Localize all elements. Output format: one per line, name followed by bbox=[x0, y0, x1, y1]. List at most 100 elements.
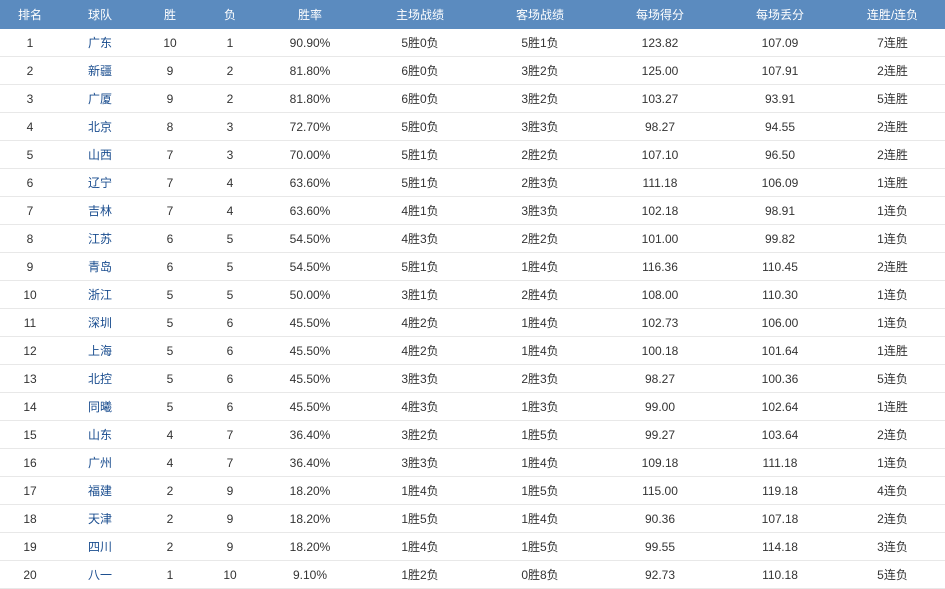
cell-win: 8 bbox=[140, 113, 200, 141]
cell-papg: 107.18 bbox=[720, 505, 840, 533]
table-row: 14同曦5645.50%4胜3负1胜3负99.00102.641连胜 bbox=[0, 393, 945, 421]
cell-pct: 18.20% bbox=[260, 477, 360, 505]
cell-team[interactable]: 广厦 bbox=[60, 85, 140, 113]
cell-papg: 96.50 bbox=[720, 141, 840, 169]
cell-papg: 100.36 bbox=[720, 365, 840, 393]
cell-streak: 1连负 bbox=[840, 225, 945, 253]
cell-pct: 81.80% bbox=[260, 57, 360, 85]
cell-loss: 9 bbox=[200, 477, 260, 505]
cell-loss: 5 bbox=[200, 225, 260, 253]
cell-rank: 15 bbox=[0, 421, 60, 449]
cell-away: 3胜3负 bbox=[480, 197, 600, 225]
cell-team[interactable]: 天津 bbox=[60, 505, 140, 533]
cell-team[interactable]: 广东 bbox=[60, 29, 140, 57]
cell-rank: 12 bbox=[0, 337, 60, 365]
cell-team[interactable]: 北控 bbox=[60, 365, 140, 393]
cell-home: 4胜2负 bbox=[360, 309, 480, 337]
cell-win: 2 bbox=[140, 533, 200, 561]
cell-loss: 6 bbox=[200, 309, 260, 337]
cell-away: 3胜3负 bbox=[480, 113, 600, 141]
cell-rank: 20 bbox=[0, 561, 60, 589]
cell-ppg: 100.18 bbox=[600, 337, 720, 365]
cell-away: 3胜2负 bbox=[480, 57, 600, 85]
cell-win: 7 bbox=[140, 141, 200, 169]
cell-away: 1胜3负 bbox=[480, 393, 600, 421]
cell-papg: 106.09 bbox=[720, 169, 840, 197]
table-row: 20八一1109.10%1胜2负0胜8负92.73110.185连负 bbox=[0, 561, 945, 589]
cell-streak: 1连胜 bbox=[840, 169, 945, 197]
cell-pct: 72.70% bbox=[260, 113, 360, 141]
cell-pct: 63.60% bbox=[260, 197, 360, 225]
cell-rank: 19 bbox=[0, 533, 60, 561]
cell-win: 7 bbox=[140, 197, 200, 225]
cell-away: 2胜3负 bbox=[480, 169, 600, 197]
cell-win: 7 bbox=[140, 169, 200, 197]
cell-papg: 110.45 bbox=[720, 253, 840, 281]
cell-team[interactable]: 浙江 bbox=[60, 281, 140, 309]
cell-ppg: 90.36 bbox=[600, 505, 720, 533]
cell-rank: 18 bbox=[0, 505, 60, 533]
cell-team[interactable]: 上海 bbox=[60, 337, 140, 365]
table-row: 13北控5645.50%3胜3负2胜3负98.27100.365连负 bbox=[0, 365, 945, 393]
cell-team[interactable]: 北京 bbox=[60, 113, 140, 141]
cell-papg: 119.18 bbox=[720, 477, 840, 505]
table-row: 18天津2918.20%1胜5负1胜4负90.36107.182连负 bbox=[0, 505, 945, 533]
cell-team[interactable]: 八一 bbox=[60, 561, 140, 589]
cell-papg: 103.64 bbox=[720, 421, 840, 449]
cell-ppg: 107.10 bbox=[600, 141, 720, 169]
cell-away: 2胜3负 bbox=[480, 365, 600, 393]
cell-team[interactable]: 深圳 bbox=[60, 309, 140, 337]
cell-streak: 1连胜 bbox=[840, 337, 945, 365]
cell-team[interactable]: 福建 bbox=[60, 477, 140, 505]
cell-papg: 110.30 bbox=[720, 281, 840, 309]
cell-pct: 18.20% bbox=[260, 505, 360, 533]
cell-team[interactable]: 山西 bbox=[60, 141, 140, 169]
cell-ppg: 98.27 bbox=[600, 113, 720, 141]
cell-rank: 9 bbox=[0, 253, 60, 281]
cell-pct: 50.00% bbox=[260, 281, 360, 309]
cell-away: 1胜4负 bbox=[480, 337, 600, 365]
col-header-pct: 胜率 bbox=[260, 0, 360, 29]
cell-team[interactable]: 四川 bbox=[60, 533, 140, 561]
cell-home: 5胜1负 bbox=[360, 169, 480, 197]
cell-team[interactable]: 同曦 bbox=[60, 393, 140, 421]
cell-ppg: 102.73 bbox=[600, 309, 720, 337]
cell-papg: 93.91 bbox=[720, 85, 840, 113]
cell-team[interactable]: 广州 bbox=[60, 449, 140, 477]
cell-team[interactable]: 新疆 bbox=[60, 57, 140, 85]
cell-win: 9 bbox=[140, 57, 200, 85]
col-header-away: 客场战绩 bbox=[480, 0, 600, 29]
cell-team[interactable]: 山东 bbox=[60, 421, 140, 449]
cell-away: 0胜8负 bbox=[480, 561, 600, 589]
cell-papg: 102.64 bbox=[720, 393, 840, 421]
col-header-loss: 负 bbox=[200, 0, 260, 29]
col-header-ppg: 每场得分 bbox=[600, 0, 720, 29]
cell-rank: 16 bbox=[0, 449, 60, 477]
cell-team[interactable]: 江苏 bbox=[60, 225, 140, 253]
cell-ppg: 101.00 bbox=[600, 225, 720, 253]
cell-home: 6胜0负 bbox=[360, 57, 480, 85]
cell-papg: 107.09 bbox=[720, 29, 840, 57]
cell-win: 5 bbox=[140, 337, 200, 365]
cell-pct: 45.50% bbox=[260, 393, 360, 421]
cell-loss: 3 bbox=[200, 113, 260, 141]
cell-team[interactable]: 辽宁 bbox=[60, 169, 140, 197]
cell-away: 1胜4负 bbox=[480, 253, 600, 281]
cell-loss: 5 bbox=[200, 253, 260, 281]
cell-loss: 4 bbox=[200, 169, 260, 197]
cell-pct: 54.50% bbox=[260, 253, 360, 281]
cell-rank: 2 bbox=[0, 57, 60, 85]
cell-loss: 6 bbox=[200, 337, 260, 365]
cell-win: 6 bbox=[140, 225, 200, 253]
cell-home: 6胜0负 bbox=[360, 85, 480, 113]
cell-ppg: 111.18 bbox=[600, 169, 720, 197]
cell-team[interactable]: 吉林 bbox=[60, 197, 140, 225]
cell-streak: 7连胜 bbox=[840, 29, 945, 57]
cell-team[interactable]: 青岛 bbox=[60, 253, 140, 281]
cell-ppg: 116.36 bbox=[600, 253, 720, 281]
cell-away: 1胜5负 bbox=[480, 477, 600, 505]
cell-pct: 18.20% bbox=[260, 533, 360, 561]
cell-streak: 5连胜 bbox=[840, 85, 945, 113]
cell-streak: 2连胜 bbox=[840, 141, 945, 169]
table-row: 17福建2918.20%1胜4负1胜5负115.00119.184连负 bbox=[0, 477, 945, 505]
